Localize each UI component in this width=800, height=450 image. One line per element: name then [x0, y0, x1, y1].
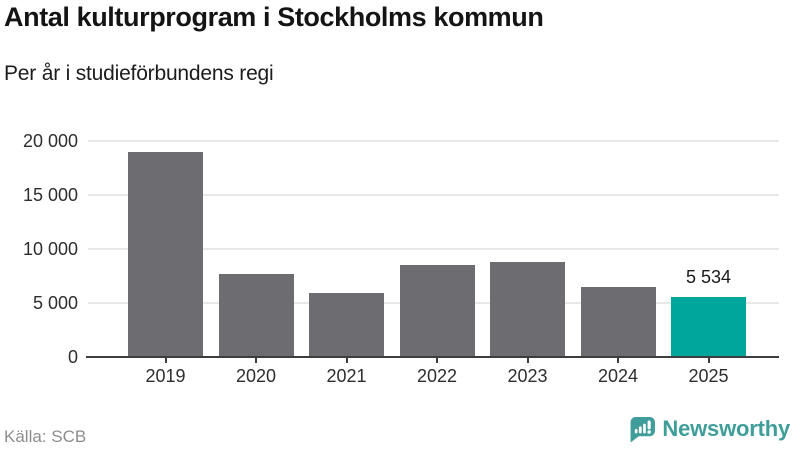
x-tick-label: 2019 [145, 366, 186, 386]
source-credit: Källa: SCB [4, 427, 87, 446]
bar-2025 [671, 297, 746, 357]
x-tick-label: 2024 [597, 366, 639, 386]
x-tick [345, 358, 348, 363]
x-tick-label: 2022 [416, 366, 458, 386]
y-axis-labels: 0 5 000 10 000 15 000 20 000 [0, 131, 78, 367]
x-axis-ticks [88, 358, 779, 364]
x-tick [164, 358, 167, 363]
y-tick-label: 15 000 [22, 185, 78, 205]
plot-area: 5 534 [88, 140, 779, 357]
y-tick-label: 5 000 [32, 293, 78, 313]
bar-2021 [309, 293, 384, 357]
bar-2022 [399, 265, 475, 357]
x-tick [617, 358, 619, 363]
x-axis-line [86, 356, 779, 358]
bar-2020 [218, 273, 294, 357]
x-tick-label: 2023 [507, 366, 548, 386]
bar-value-label: 5 534 [685, 267, 732, 288]
x-tick [436, 358, 438, 363]
x-tick [255, 358, 257, 363]
y-tick-label: 20 000 [22, 131, 78, 151]
bar-chart-speech-bubble-icon [630, 416, 656, 442]
newsworthy-logo: Newsworthy [629, 415, 790, 443]
bar-2024 [580, 286, 656, 357]
chart-subtitle: Per år i studieförbundens regi [4, 62, 274, 85]
x-tick [526, 358, 529, 363]
x-tick-label: 2020 [235, 366, 277, 386]
brand-wordmark: Newsworthy [662, 416, 790, 441]
gridline [88, 194, 779, 196]
y-tick-label: 0 [67, 347, 78, 367]
gridline [88, 140, 779, 142]
x-tick-label: 2021 [326, 366, 367, 386]
gridline [88, 248, 779, 250]
chart-title: Antal kulturprogram i Stockholms kommun [4, 2, 544, 32]
x-axis-labels: 2019 2020 2021 2022 2023 2024 2025 [88, 366, 779, 390]
bar-2023 [490, 261, 565, 357]
bar-2019 [128, 151, 203, 357]
x-tick-label: 2025 [688, 366, 729, 386]
x-tick [707, 358, 710, 363]
y-tick-label: 10 000 [22, 239, 78, 259]
